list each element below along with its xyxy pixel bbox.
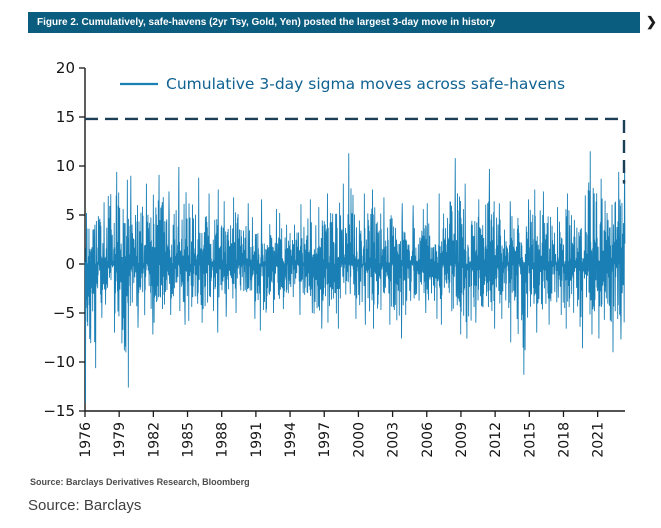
x-tick-label: 1982 <box>146 422 162 458</box>
x-tick-label: 1976 <box>78 422 94 458</box>
series-line <box>84 151 626 403</box>
chart-axes: −15 −10 −5 0 5 10 15 20 1976 1979 1982 1985 1988 1991… <box>43 59 625 458</box>
y-tick-label: 20 <box>56 59 75 77</box>
y-tick-label: −15 <box>43 402 75 420</box>
x-tick-label: 2012 <box>488 422 504 458</box>
next-arrow-icon[interactable]: ❯ <box>646 14 657 29</box>
legend-label: Cumulative 3-day sigma moves across safe… <box>166 75 565 93</box>
x-tick-label: 2000 <box>351 422 367 458</box>
figure-header: Figure 2. Cumulatively, safe-havens (2yr… <box>28 12 640 33</box>
x-tick-label: 2015 <box>522 422 538 458</box>
y-tick-label: −5 <box>53 304 75 322</box>
source-caption: Source: Barclays <box>28 497 142 514</box>
x-tick-label: 1979 <box>112 422 128 458</box>
x-tick-label: 2003 <box>386 422 402 458</box>
x-tick-label: 1994 <box>283 422 299 458</box>
y-tick-label: −10 <box>43 353 75 371</box>
y-tick-label: 0 <box>65 255 75 273</box>
x-tick-label: 1991 <box>249 422 265 458</box>
y-tick-label: 15 <box>56 108 75 126</box>
legend: Cumulative 3-day sigma moves across safe… <box>120 75 565 93</box>
x-tick-label: 1988 <box>215 422 231 458</box>
x-tick-label: 2021 <box>591 422 607 458</box>
x-tick-label: 1985 <box>181 422 197 458</box>
x-tick-label: 1997 <box>317 422 333 458</box>
figure-title: Figure 2. Cumulatively, safe-havens (2yr… <box>37 17 496 28</box>
x-tick-label: 2009 <box>454 422 470 458</box>
reference-dashed-line <box>85 117 626 184</box>
y-tick-label: 10 <box>56 157 75 175</box>
x-tick-label: 2018 <box>556 422 572 458</box>
source-note: Source: Barclays Derivatives Research, B… <box>30 477 250 487</box>
y-tick-label: 5 <box>65 206 75 224</box>
x-tick-label: 2006 <box>420 422 436 458</box>
chart: −15 −10 −5 0 5 10 15 20 1976 1979 1982 1985 1988 1991… <box>43 59 626 458</box>
